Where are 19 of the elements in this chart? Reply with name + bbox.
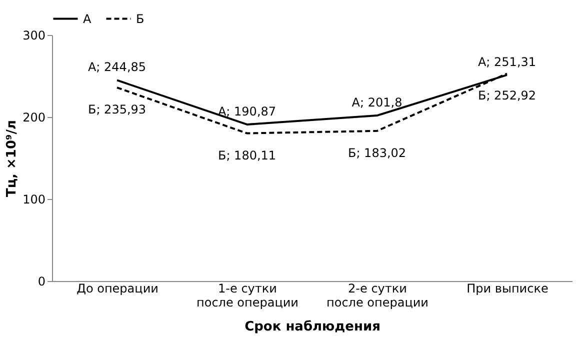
x-tick-label: При выписке xyxy=(466,282,548,296)
data-label: А; 201,8 xyxy=(352,96,402,110)
y-tick-label: 300 xyxy=(22,28,46,42)
data-label: Б; 235,93 xyxy=(88,102,146,117)
y-tick-label: 100 xyxy=(22,192,46,206)
x-tick-label: До операции xyxy=(76,282,158,296)
y-tick-label: 200 xyxy=(22,110,46,124)
data-label: Б; 183,02 xyxy=(348,146,406,160)
y-axis-title: Тц, ×10⁹/л xyxy=(4,120,20,197)
data-label: Б; 180,11 xyxy=(218,148,276,162)
x-axis-title: Срок наблюдения xyxy=(244,320,380,334)
x-tick-label: 1-е сутки после операции xyxy=(196,282,298,310)
x-tick-label: 2-е сутки после операции xyxy=(326,282,428,310)
legend-label: Б xyxy=(136,12,144,26)
data-label: Б; 252,92 xyxy=(478,88,536,103)
data-label: А; 251,31 xyxy=(478,54,536,69)
y-tick-label: 0 xyxy=(38,274,46,288)
legend-label: А xyxy=(83,12,92,26)
data-label: А; 244,85 xyxy=(88,60,146,74)
